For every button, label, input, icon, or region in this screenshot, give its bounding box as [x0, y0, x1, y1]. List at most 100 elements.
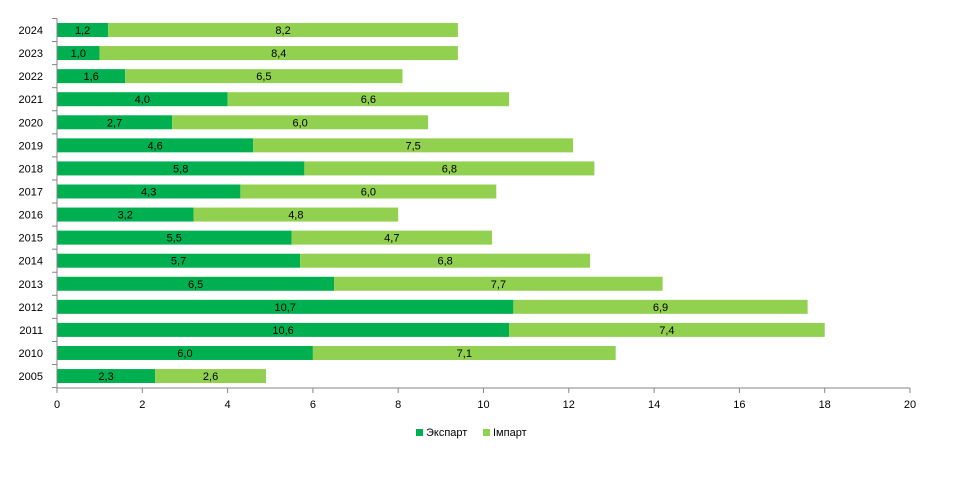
- data-label-import-2010: 7,1: [457, 348, 472, 360]
- bar-import-2016: [193, 207, 399, 222]
- data-label-export-2023: 1,0: [71, 48, 86, 60]
- data-label-export-2020: 2,7: [107, 117, 122, 129]
- x-tick-label-20: 20: [904, 399, 916, 411]
- data-label-import-2012: 6,9: [653, 302, 668, 314]
- x-tick-label-14: 14: [648, 399, 660, 411]
- legend-swatch-export: [416, 429, 423, 436]
- data-label-import-2016: 4,8: [288, 210, 303, 222]
- legend-swatch-import: [483, 429, 490, 436]
- bar-export-2023: [57, 46, 100, 61]
- category-label-2021: 2021: [19, 94, 43, 106]
- bar-import-2011: [509, 322, 825, 337]
- bar-export-2022: [57, 69, 126, 84]
- bar-import-2023: [99, 46, 458, 61]
- x-tick-label-18: 18: [819, 399, 831, 411]
- data-label-import-2022: 6,5: [256, 71, 271, 83]
- data-label-import-2018: 6,8: [442, 163, 457, 175]
- data-label-export-2011: 10,6: [272, 325, 293, 337]
- bar-import-2018: [304, 161, 595, 176]
- axes-layer: [52, 17, 911, 393]
- data-label-import-2013: 7,7: [491, 279, 506, 291]
- x-tick-label-0: 0: [54, 399, 60, 411]
- bar-export-2021: [57, 92, 228, 107]
- legend-label-export: Экспарт: [426, 427, 467, 439]
- bar-import-2010: [312, 345, 616, 360]
- data-label-export-2013: 6,5: [188, 279, 203, 291]
- bar-import-2024: [108, 23, 458, 37]
- category-label-2019: 2019: [19, 140, 43, 152]
- bar-export-2015: [57, 230, 292, 245]
- bar-import-2015: [291, 230, 493, 245]
- bar-import-2021: [227, 92, 510, 107]
- category-label-2023: 2023: [19, 48, 43, 60]
- category-label-2015: 2015: [19, 233, 43, 245]
- data-label-import-2014: 6,8: [437, 256, 452, 268]
- data-label-export-2015: 5,5: [167, 233, 182, 245]
- bar-import-2013: [334, 276, 663, 291]
- data-label-import-2019: 7,5: [405, 140, 420, 152]
- data-label-import-2020: 6,0: [292, 117, 307, 129]
- x-tick-label-10: 10: [477, 399, 489, 411]
- bar-export-2019: [57, 138, 254, 153]
- data-label-export-2010: 6,0: [177, 348, 192, 360]
- data-label-export-2019: 4,6: [147, 140, 162, 152]
- bar-export-2018: [57, 161, 305, 176]
- bar-export-2005: [57, 369, 156, 384]
- category-label-2020: 2020: [19, 117, 43, 129]
- category-label-2014: 2014: [19, 256, 43, 268]
- legend: Экспарт Імпарт: [416, 427, 527, 439]
- data-label-import-2015: 4,7: [384, 233, 399, 245]
- bar-export-2017: [57, 184, 241, 199]
- data-label-export-2016: 3,2: [118, 210, 133, 222]
- bar-export-2014: [57, 253, 301, 268]
- data-label-import-2024: 8,2: [275, 25, 290, 37]
- category-label-2022: 2022: [19, 71, 43, 83]
- data-label-import-2005: 2,6: [203, 371, 218, 383]
- category-label-2016: 2016: [19, 210, 43, 222]
- bar-import-2022: [125, 69, 403, 84]
- data-label-export-2021: 4,0: [135, 94, 150, 106]
- bar-import-2019: [253, 138, 574, 153]
- bar-export-2013: [57, 276, 335, 291]
- legend-label-import: Імпарт: [493, 427, 527, 439]
- bar-import-2020: [172, 115, 429, 130]
- data-label-export-2014: 5,7: [171, 256, 186, 268]
- category-label-2012: 2012: [19, 302, 43, 314]
- category-label-2024: 2024: [19, 25, 43, 37]
- x-tick-label-4: 4: [225, 399, 231, 411]
- bar-import-2005: [155, 369, 266, 384]
- category-label-2010: 2010: [19, 348, 43, 360]
- data-label-import-2011: 7,4: [659, 325, 674, 337]
- category-label-2018: 2018: [19, 163, 43, 175]
- bar-import-2012: [513, 299, 808, 314]
- data-label-import-2023: 8,4: [271, 48, 286, 60]
- data-label-export-2005: 2,3: [98, 371, 113, 383]
- bar-import-2014: [300, 253, 591, 268]
- x-tick-label-2: 2: [139, 399, 145, 411]
- data-label-export-2017: 4,3: [141, 186, 156, 198]
- bars-layer: [57, 23, 825, 384]
- bar-export-2016: [57, 207, 194, 222]
- data-label-export-2024: 1,2: [75, 25, 90, 37]
- category-label-2017: 2017: [19, 186, 43, 198]
- data-label-export-2018: 5,8: [173, 163, 188, 175]
- data-label-import-2017: 6,0: [361, 186, 376, 198]
- x-tick-label-8: 8: [395, 399, 401, 411]
- data-label-import-2021: 6,6: [361, 94, 376, 106]
- bar-export-2010: [57, 345, 313, 360]
- category-label-2005: 2005: [19, 371, 43, 383]
- category-label-2013: 2013: [19, 279, 43, 291]
- x-tick-label-6: 6: [310, 399, 316, 411]
- x-tick-label-12: 12: [563, 399, 575, 411]
- bar-import-2017: [240, 184, 497, 199]
- bar-export-2012: [57, 299, 514, 314]
- data-label-export-2022: 1,6: [83, 71, 98, 83]
- x-tick-label-16: 16: [733, 399, 745, 411]
- bar-export-2024: [57, 23, 109, 37]
- data-label-export-2012: 10,7: [274, 302, 295, 314]
- bar-export-2020: [57, 115, 173, 130]
- category-label-2011: 2011: [19, 325, 43, 337]
